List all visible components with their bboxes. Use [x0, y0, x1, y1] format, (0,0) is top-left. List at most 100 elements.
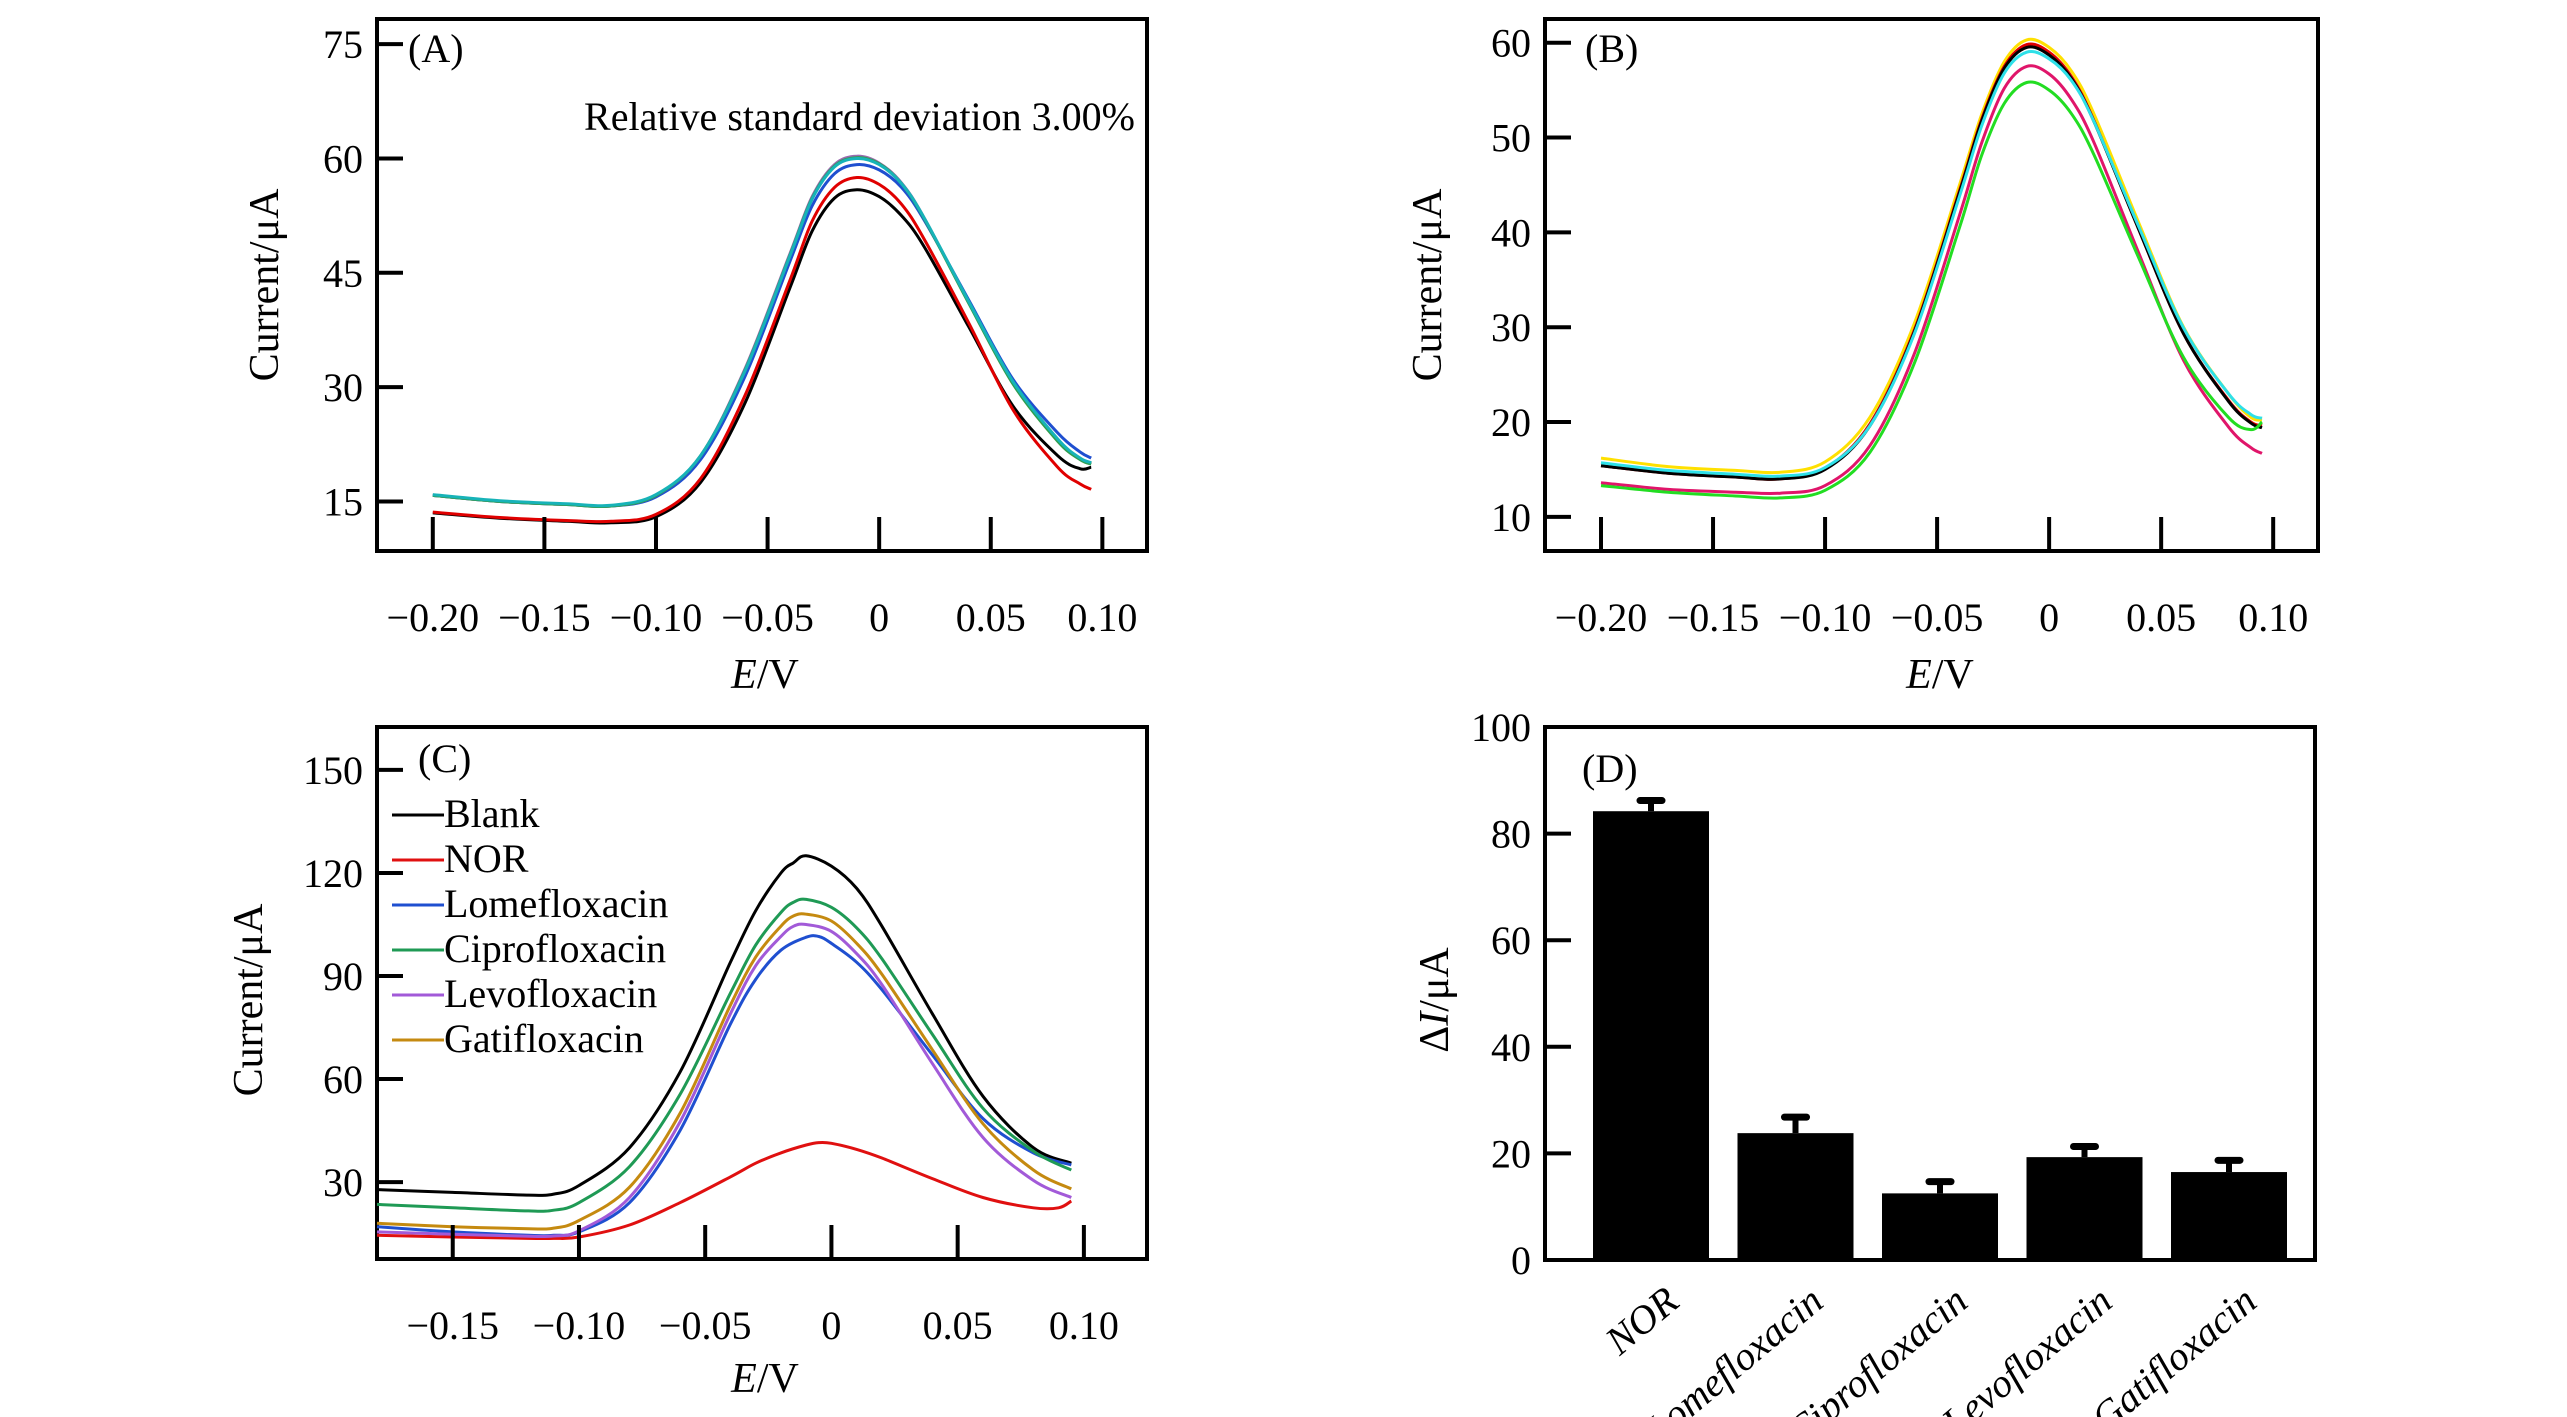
series-line-trace-6: [1600, 80, 2264, 500]
y-tick-label: 30: [323, 365, 363, 410]
x-tick-label: 0: [821, 1303, 841, 1348]
panel-c-y-ticks: 30 60 90 120 150: [303, 748, 403, 1205]
x-axis-unit: /V: [757, 652, 799, 698]
y-tick-label: 80: [1491, 812, 1531, 857]
x-tick-label: −0.05: [721, 595, 814, 640]
panel-b-y-axis-title: Current/μA: [1405, 188, 1451, 381]
series-line-trace-6: [432, 156, 1092, 508]
panel-a-curves: [432, 154, 1092, 525]
x-tick-label: −0.05: [1891, 595, 1984, 640]
panel-a: −0.20 −0.15 −0.10 −0.05 0 0.05 0.10 15 30 45 60 75…: [242, 17, 1149, 698]
series-line-gatifloxacin: [376, 912, 1072, 1231]
x-tick-label: −0.10: [1779, 595, 1872, 640]
panel-c-y-axis-title: Current/μA: [226, 903, 272, 1096]
x-tick-label: 0.05: [923, 1303, 993, 1348]
series-line-nor: [376, 1140, 1073, 1241]
legend-label: Ciprofloxacin: [444, 926, 666, 971]
y-tick-label: 0: [1511, 1238, 1531, 1283]
x-tick-label: 0: [869, 595, 889, 640]
x-tick-label: −0.15: [1667, 595, 1760, 640]
panel-a-label: (A): [408, 26, 464, 71]
panel-c-x-ticks: −0.15 −0.10 −0.05 0 0.05 0.10: [406, 1225, 1119, 1348]
x-tick-label: −0.20: [1555, 595, 1648, 640]
panel-d-y-ticks: 0 20 40 60 80 100: [1471, 705, 1571, 1283]
series-line-trace-1: [1600, 37, 2263, 475]
panel-a-frame: [375, 17, 1149, 553]
legend-label: Gatifloxacin: [444, 1016, 644, 1061]
bar-levofloxacin: [2026, 1157, 2143, 1260]
y-tick-label: 15: [323, 479, 363, 524]
bar-ciprofloxacin: [1882, 1193, 1998, 1260]
series-line-trace-3: [1600, 45, 2263, 481]
series-line-trace-4: [1600, 50, 2263, 478]
y-tick-label: 20: [1491, 1131, 1531, 1176]
x-axis-symbol: E: [1905, 652, 1932, 698]
y-tick-label: 60: [323, 136, 363, 181]
category-label: NOR: [1596, 1277, 1687, 1364]
series-line-levofloxacin: [376, 922, 1072, 1239]
series-line-trace-2: [432, 175, 1092, 524]
x-axis-symbol: E: [730, 652, 757, 698]
panel-b-frame: [1543, 17, 2320, 553]
panel-b-x-ticks: −0.20 −0.15 −0.10 −0.05 0 0.05 0.10: [1555, 517, 2308, 640]
panel-b-curves: [1600, 37, 2264, 500]
x-tick-label: 0.05: [2126, 595, 2196, 640]
panel-a-y-ticks: 15 30 45 60 75: [323, 22, 403, 524]
legend-label: Lomefloxacin: [444, 881, 668, 926]
panel-c-label: (C): [418, 736, 471, 781]
x-tick-label: −0.05: [659, 1303, 752, 1348]
y-tick-label: 150: [303, 748, 363, 793]
panel-c-legend: BlankNORLomefloxacinCiprofloxacinLevoflo…: [392, 791, 668, 1061]
bar-lomefloxacin: [1737, 1133, 1854, 1260]
y-tick-label: 40: [1491, 1025, 1531, 1070]
y-axis-symbol: I: [1412, 1010, 1458, 1027]
x-tick-label: −0.15: [406, 1303, 499, 1348]
y-tick-label: 30: [1491, 305, 1531, 350]
y-tick-label: 50: [1491, 116, 1531, 161]
series-line-blank: [376, 854, 1072, 1197]
x-tick-label: 0.10: [1067, 595, 1137, 640]
x-axis-symbol: E: [730, 1356, 757, 1402]
panel-b-label: (B): [1585, 26, 1638, 71]
x-tick-label: 0: [2039, 595, 2059, 640]
series-line-trace-3: [432, 162, 1092, 508]
x-tick-label: 0.10: [2238, 595, 2308, 640]
y-axis-unit: /μA: [1412, 947, 1458, 1012]
panel-b: −0.20 −0.15 −0.10 −0.05 0 0.05 0.10 10 20 30 40 50…: [1405, 17, 2320, 698]
x-tick-label: −0.10: [533, 1303, 626, 1348]
y-tick-label: 75: [323, 22, 363, 67]
category-label: Gatifloxacin: [2083, 1277, 2265, 1417]
panel-d-label: (D): [1582, 746, 1638, 791]
series-line-trace-2: [1600, 42, 2263, 481]
y-tick-label: 30: [323, 1160, 363, 1205]
bar-nor: [1593, 811, 1709, 1260]
panel-c: −0.15 −0.10 −0.05 0 0.05 0.10 30 60 90 120 150 (C…: [226, 725, 1149, 1402]
delta-symbol: Δ: [1412, 1026, 1458, 1053]
x-tick-label: 0.05: [956, 595, 1026, 640]
y-tick-label: 45: [323, 251, 363, 296]
legend-label: Levofloxacin: [444, 971, 657, 1016]
y-tick-label: 60: [323, 1057, 363, 1102]
y-tick-label: 100: [1471, 705, 1531, 750]
panel-b-y-ticks: 10 20 30 40 50 60: [1491, 21, 1571, 540]
panel-c-x-axis-title: E/V: [730, 1356, 799, 1402]
panel-c-curves: [376, 854, 1073, 1241]
panel-d-y-axis-title: ΔI/μA: [1412, 947, 1458, 1053]
series-line-ciprofloxacin: [376, 897, 1072, 1213]
x-tick-label: −0.10: [610, 595, 703, 640]
y-tick-label: 20: [1491, 400, 1531, 445]
x-tick-label: −0.15: [498, 595, 591, 640]
panel-a-y-axis-title: Current/μA: [242, 188, 288, 381]
legend-label: NOR: [444, 836, 529, 881]
x-axis-unit: /V: [757, 1356, 799, 1402]
x-axis-unit: /V: [1932, 652, 1974, 698]
y-tick-label: 60: [1491, 21, 1531, 66]
panel-d-category-labels: NORLomefloxacinCiprofloxacinLevofloxacin…: [1596, 1277, 2265, 1417]
y-tick-label: 40: [1491, 210, 1531, 255]
x-tick-label: −0.20: [387, 595, 480, 640]
y-tick-label: 60: [1491, 918, 1531, 963]
panel-b-x-axis-title: E/V: [1905, 652, 1974, 698]
legend-label: Blank: [444, 791, 540, 836]
bar-gatifloxacin: [2171, 1172, 2287, 1260]
